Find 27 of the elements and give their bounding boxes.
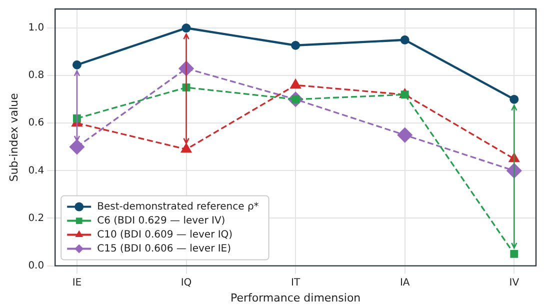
point [291, 40, 300, 50]
point [397, 127, 413, 143]
y-tick-label: 0.6 [28, 118, 44, 129]
point [510, 94, 519, 104]
x-axis-title: Performance dimension [230, 291, 361, 304]
point [510, 250, 518, 258]
point [182, 24, 191, 33]
legend-label: C10 (BDI 0.609 — lever IQ) [97, 229, 233, 240]
point [69, 139, 85, 155]
y-tick-label: 0.8 [28, 70, 44, 82]
x-tick-label: IV [509, 277, 520, 288]
legend-label: C15 (BDI 0.606 — lever IE) [97, 243, 232, 254]
x-tick-label: IT [291, 277, 301, 288]
legend-label: C6 (BDI 0.629 — lever IV) [97, 215, 226, 226]
y-tick-label: 0.2 [28, 212, 44, 224]
point [400, 90, 409, 99]
x-tick-label: IQ [180, 277, 192, 288]
y-tick-label: 1.0 [28, 22, 44, 34]
x-tick-label: IA [400, 277, 410, 288]
y-tick-label: 0.0 [28, 260, 44, 272]
point [180, 142, 192, 153]
x-tick-label: IE [72, 277, 82, 288]
legend-label: Best-demonstrated reference ρ* [97, 201, 259, 212]
y-axis-title: Sub-index value [7, 92, 20, 182]
point [400, 35, 410, 44]
y-tick-label: 0.4 [28, 165, 44, 176]
point [72, 60, 82, 70]
